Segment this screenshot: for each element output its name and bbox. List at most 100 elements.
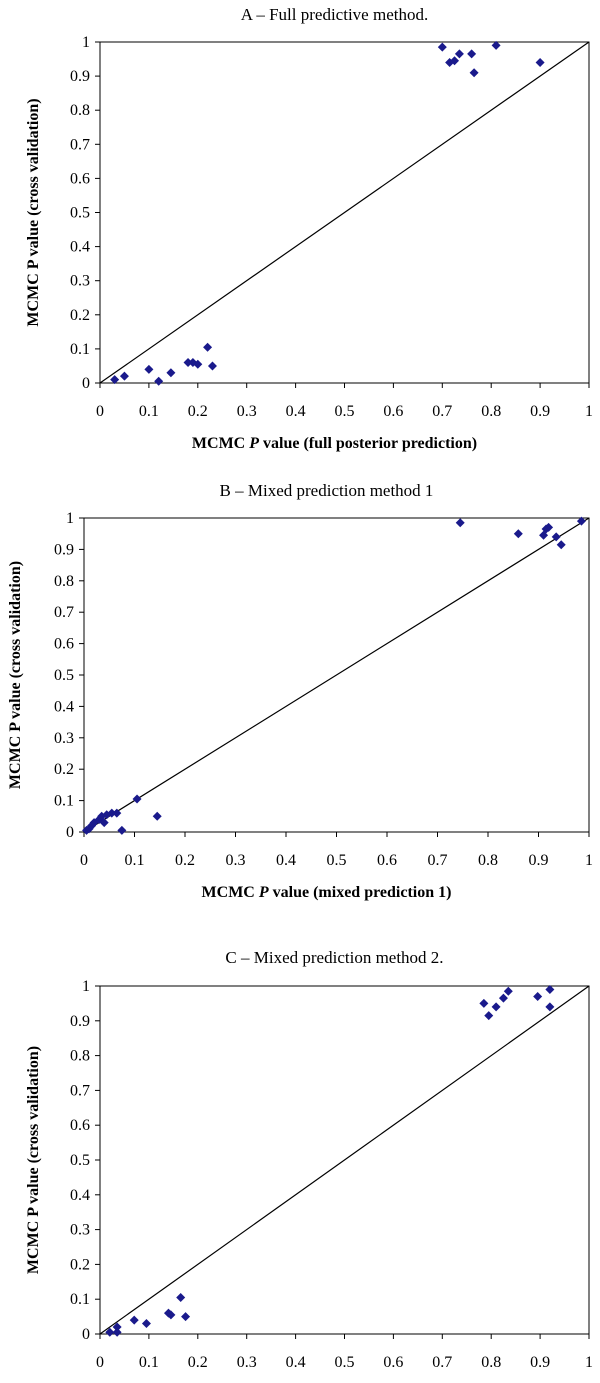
x-tick-label: 0.9 xyxy=(530,403,550,420)
data-point xyxy=(513,529,523,539)
y-tick-label: 0.3 xyxy=(70,273,90,290)
y-tick-label: 0.5 xyxy=(70,205,90,222)
y-tick-label: 0.9 xyxy=(54,541,74,558)
x-tick-label: 0.5 xyxy=(335,403,355,420)
y-tick-label: 1 xyxy=(66,510,74,527)
x-tick-label: 0.2 xyxy=(188,403,208,420)
x-tick-label: 0.6 xyxy=(383,1354,403,1371)
chart-panel-b: B – Mixed prediction method 1 0 0.1 0.2 0.3 0… xyxy=(0,476,600,908)
y-tick-label: 0.9 xyxy=(70,1013,90,1030)
y-tick-label: 0.7 xyxy=(70,1082,90,1099)
x-tick-label: 0.8 xyxy=(481,403,501,420)
chart-panel-c: C – Mixed prediction method 2. 0 0.1 0.2 0.3… xyxy=(0,940,600,1383)
x-tick-label: 0.9 xyxy=(529,852,549,869)
data-point xyxy=(193,359,203,369)
data-point xyxy=(484,1011,494,1021)
y-tick-label: 1 xyxy=(82,34,90,51)
y-tick-label: 0 xyxy=(82,375,90,392)
x-tick-label: 0.3 xyxy=(237,403,257,420)
y-tick-label: 0.5 xyxy=(70,1152,90,1169)
data-point xyxy=(491,1002,501,1012)
x-tick-label: 1 xyxy=(585,403,593,420)
x-tick-label: 0 xyxy=(96,1354,104,1371)
x-tick-label: 0.6 xyxy=(383,403,403,420)
y-tick-label: 0.2 xyxy=(70,1256,90,1273)
data-point xyxy=(181,1312,191,1322)
x-tick-label: 1 xyxy=(585,1354,593,1371)
data-point xyxy=(491,40,501,50)
data-point xyxy=(498,993,508,1003)
x-tick-label: 0.2 xyxy=(175,852,195,869)
y-tick-label: 0.9 xyxy=(70,68,90,85)
data-point xyxy=(117,825,127,835)
y-tick-label: 0.7 xyxy=(54,604,74,621)
chart-title: B – Mixed prediction method 1 xyxy=(220,481,434,500)
x-tick-label: 0.7 xyxy=(432,403,452,420)
x-tick-label: 0.7 xyxy=(428,852,448,869)
x-tick-label: 0.1 xyxy=(139,403,159,420)
y-tick-label: 0.6 xyxy=(70,170,90,187)
data-point xyxy=(89,818,99,828)
data-point xyxy=(469,68,479,78)
x-tick-label: 0.3 xyxy=(226,852,246,869)
x-tick-label: 0.2 xyxy=(188,1354,208,1371)
data-point xyxy=(437,42,447,52)
reference-line xyxy=(99,41,590,384)
data-point xyxy=(99,818,109,828)
x-tick-label: 0.5 xyxy=(335,1354,355,1371)
y-tick-label: 0.2 xyxy=(70,307,90,324)
data-point xyxy=(166,368,176,378)
y-tick-label: 0.8 xyxy=(54,573,74,590)
chart-title: A – Full predictive method. xyxy=(241,5,428,24)
data-point xyxy=(450,56,460,66)
y-tick-label: 0.1 xyxy=(70,1291,90,1308)
data-point xyxy=(129,1315,139,1325)
y-axis-label: MCMC P value (cross validation) xyxy=(25,1046,42,1274)
data-point xyxy=(102,810,112,820)
y-tick-label: 0 xyxy=(66,824,74,841)
x-tick-label: 0.7 xyxy=(432,1354,452,1371)
data-point xyxy=(176,1292,186,1302)
y-tick-label: 0.6 xyxy=(54,636,74,653)
x-tick-label: 0.8 xyxy=(481,1354,501,1371)
x-axis-label: MCMC P value (mixed prediction 1) xyxy=(202,884,452,901)
x-tick-label: 0.4 xyxy=(286,1354,306,1371)
data-point xyxy=(119,371,129,381)
data-point xyxy=(112,808,122,818)
y-tick-label: 1 xyxy=(82,978,90,995)
data-point xyxy=(551,532,561,542)
data-point xyxy=(152,811,162,821)
data-point xyxy=(183,358,193,368)
data-point xyxy=(454,49,464,59)
chart-panel-a: A – Full predictive method. 0 0.1 0.2 0.3 0.4… xyxy=(0,0,600,460)
y-tick-label: 0.8 xyxy=(70,1048,90,1065)
data-point xyxy=(87,821,97,831)
y-tick-label: 0.8 xyxy=(70,102,90,119)
data-point xyxy=(556,540,566,550)
y-tick-label: 0.4 xyxy=(70,1187,90,1204)
data-point xyxy=(112,1322,122,1332)
y-tick-label: 0.3 xyxy=(54,730,74,747)
x-tick-label: 0.1 xyxy=(139,1354,159,1371)
x-tick-label: 0.1 xyxy=(125,852,145,869)
y-tick-label: 0.4 xyxy=(70,239,90,256)
scatter-chart-b: B – Mixed prediction method 1 0 0.1 0.2 0.3 0… xyxy=(7,481,593,901)
x-tick-label: 0.5 xyxy=(327,852,347,869)
y-tick-label: 0.6 xyxy=(70,1117,90,1134)
y-tick-label: 0.1 xyxy=(70,341,90,358)
x-tick-label: 0.3 xyxy=(237,1354,257,1371)
chart-title: C – Mixed prediction method 2. xyxy=(225,948,443,967)
x-tick-label: 0 xyxy=(96,403,104,420)
x-tick-label: 0.4 xyxy=(276,852,296,869)
y-tick-label: 0.2 xyxy=(54,761,74,778)
data-point xyxy=(545,984,555,994)
data-point xyxy=(455,518,465,528)
data-point xyxy=(479,998,489,1008)
y-tick-label: 0.5 xyxy=(54,667,74,684)
data-point xyxy=(544,522,554,532)
y-axis-label: MCMC P value (cross validation) xyxy=(7,561,24,789)
data-point xyxy=(576,516,586,526)
y-tick-label: 0.4 xyxy=(54,698,74,715)
data-point xyxy=(535,57,545,67)
data-point xyxy=(141,1319,151,1329)
